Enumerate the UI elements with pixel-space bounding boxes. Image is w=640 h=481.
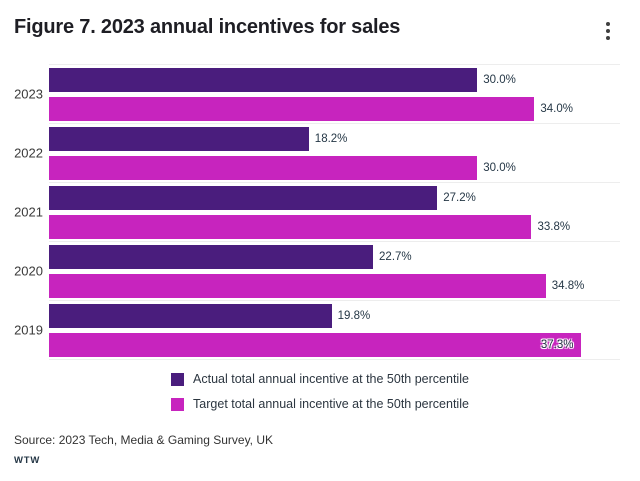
value-label: 18.2%	[314, 133, 348, 145]
target-legend-swatch	[171, 397, 185, 411]
actual-bar-2019	[49, 304, 332, 328]
chart-title: Figure 7. 2023 annual incentives for sal…	[14, 16, 401, 38]
bar-row: 34.0%	[49, 97, 620, 121]
bar-row: 19.8%	[49, 304, 620, 328]
legend-label: Actual total annual incentive at the 50t…	[193, 372, 469, 386]
target-bar-2022	[49, 156, 478, 180]
legend-item: Target total annual incentive at the 50t…	[171, 397, 469, 411]
chart-group-2019: 2019 19.8% 37.3%	[14, 301, 620, 360]
actual-legend-swatch	[171, 372, 185, 386]
kebab-menu-icon[interactable]	[600, 14, 616, 48]
value-label: 37.3%	[540, 339, 574, 351]
actual-bar-2022	[49, 127, 309, 151]
value-label: 34.0%	[540, 103, 573, 115]
bar-row: 27.2%	[49, 186, 620, 210]
target-bar-2020	[49, 274, 546, 298]
value-label: 34.8%	[551, 280, 585, 292]
kebab-dot	[606, 22, 610, 26]
value-label: 30.0%	[483, 74, 516, 86]
legend-item: Actual total annual incentive at the 50t…	[171, 372, 469, 386]
category-label: 2021	[14, 204, 43, 220]
chart-legend: Actual total annual incentive at the 50t…	[0, 372, 640, 411]
value-label: 27.2%	[443, 192, 476, 204]
bar-row: 18.2%	[49, 127, 620, 151]
chart-group-2021: 2021 27.2% 33.8%	[14, 183, 620, 242]
chart-group-2022: 2022 18.2% 30.0%	[14, 124, 620, 183]
chart-group-2023: 2023 30.0% 34.0%	[14, 65, 620, 124]
kebab-dot	[606, 29, 610, 33]
bar-row: 22.7%	[49, 245, 620, 269]
category-label: 2022	[14, 145, 43, 161]
bar-row: 33.8%	[49, 215, 620, 239]
target-bar-2023	[49, 97, 535, 121]
target-bar-2021	[49, 215, 532, 239]
source-note: Source: 2023 Tech, Media & Gaming Survey…	[14, 433, 274, 447]
value-label: 30.0%	[483, 162, 516, 174]
bar-chart: 2023 30.0% 34.0% 2022 18.2% 30.0% 2021 27.2% 33.…	[14, 64, 620, 360]
value-label: 19.8%	[337, 310, 371, 322]
bar-row: 37.3%	[49, 333, 620, 357]
bar-row: 30.0%	[49, 156, 620, 180]
actual-bar-2023	[49, 68, 478, 92]
chart-plot-area: 2023 30.0% 34.0% 2022 18.2% 30.0% 2021 27.2% 33.…	[14, 65, 620, 360]
legend-label: Target total annual incentive at the 50t…	[193, 397, 469, 411]
chart-footer: Source: 2023 Tech, Media & Gaming Survey…	[14, 433, 640, 466]
category-label: 2019	[14, 322, 43, 338]
actual-bar-2020	[49, 245, 374, 269]
chart-header: Figure 7. 2023 annual incentives for sal…	[0, 0, 640, 40]
actual-bar-2021	[49, 186, 438, 210]
wtw-logo: WTW	[14, 455, 41, 466]
kebab-dot	[606, 36, 610, 40]
bar-row: 34.8%	[49, 274, 620, 298]
value-label: 33.8%	[537, 221, 571, 233]
category-label: 2023	[14, 86, 43, 102]
category-label: 2020	[14, 263, 43, 279]
chart-group-2020: 2020 22.7% 34.8%	[14, 242, 620, 301]
target-bar-2019: 37.3%	[49, 333, 582, 357]
value-label: 22.7%	[379, 251, 412, 263]
bar-row: 30.0%	[49, 68, 620, 92]
